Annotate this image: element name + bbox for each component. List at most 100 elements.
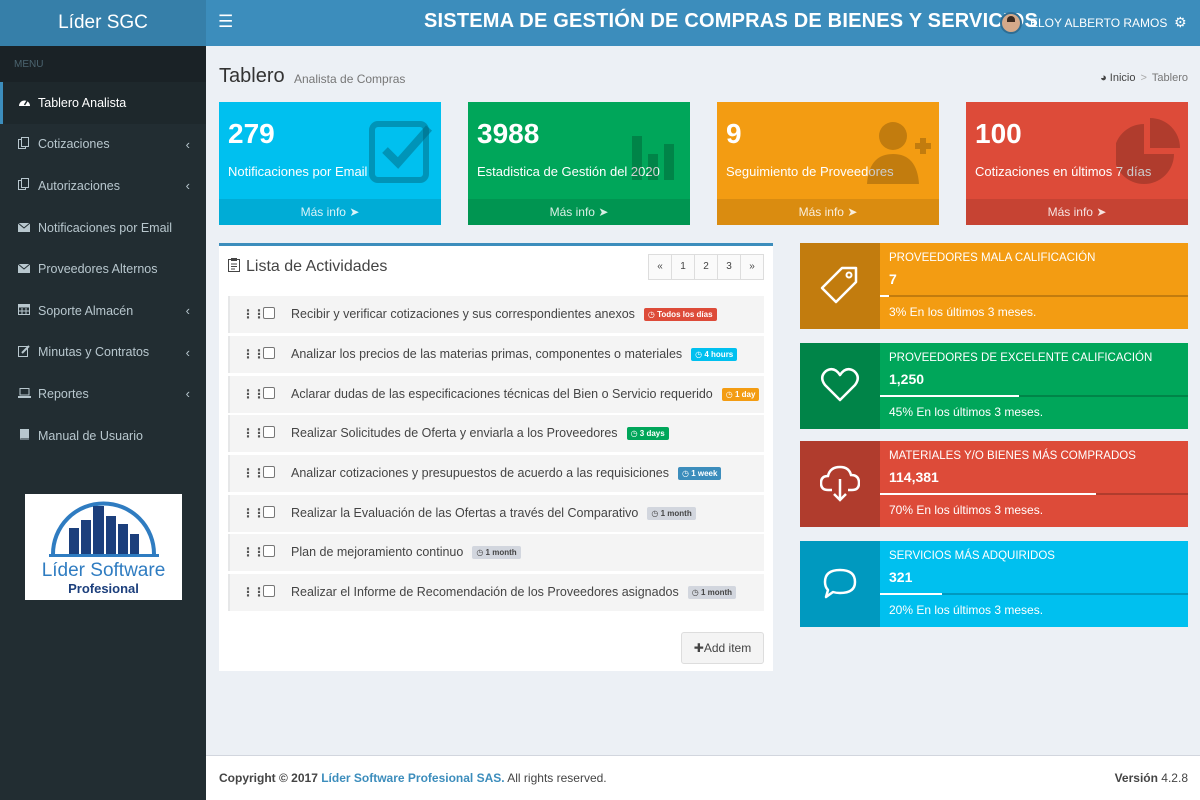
edit-icon [16,345,32,360]
pagination-page-3[interactable]: 3 [717,254,741,280]
todo-text: Analizar los precios de las materias pri… [291,347,683,361]
drag-handle-icon[interactable]: ⋮⋮ [242,466,265,480]
info-box-value: 321 [889,569,913,585]
info-box-title: PROVEEDORES MALA CALIFICACIÓN [889,252,1096,264]
stat-box-cotizaciones: 100 Cotizaciones en últimos 7 días Más i… [966,102,1188,225]
sidebar-item-label: Tablero Analista [38,95,127,110]
envelope-icon [16,262,32,276]
todo-text: Aclarar dudas de las especificaciones té… [291,387,713,401]
stat-label: Notificaciones por Email [228,164,368,179]
todo-checkbox[interactable] [263,426,275,438]
info-box-title: SERVICIOS MÁS ADQUIRIDOS [889,550,1055,562]
todo-text: Realizar la Evaluación de las Ofertas a … [291,506,639,520]
copyright: Copyright © 2017 Líder Software Profesio… [219,771,607,785]
laptop-icon [16,387,32,401]
book-icon [16,428,32,443]
copy-icon [16,178,32,193]
todo-checkbox[interactable] [263,506,275,518]
drag-handle-icon[interactable]: ⋮⋮ [242,426,265,440]
sidebar-item-label: Notificaciones por Email [38,220,173,235]
todo-pagination: « 1 2 3 » [648,254,764,280]
sidebar-item-cotizaciones[interactable]: Cotizaciones ‹ [0,124,206,166]
info-box-description: 3% En los últimos 3 meses. [889,305,1037,319]
company-link[interactable]: Líder Software Profesional SAS. [321,771,505,785]
sidebar-item-proveedores-alternos[interactable]: Proveedores Alternos [0,248,206,290]
drag-handle-icon[interactable]: ⋮⋮ [242,545,265,559]
sidebar-item-autorizaciones[interactable]: Autorizaciones ‹ [0,165,206,207]
time-badge: ◷ 3 days [626,427,669,440]
todo-checkbox[interactable] [263,545,275,557]
cloud-download-icon [820,465,860,502]
brand-logo-line2: Profesional [68,581,139,596]
top-navbar: ☰ SISTEMA DE GESTIÓN DE COMPRAS DE BIENE… [206,0,1200,46]
main-footer: Copyright © 2017 Líder Software Profesio… [206,755,1200,800]
drag-handle-icon[interactable]: ⋮⋮ [242,506,265,520]
stat-more-info-link[interactable]: Más info ➤ [219,199,441,225]
pagination-page-2[interactable]: 2 [694,254,718,280]
chat-bubble-icon [823,568,857,599]
sidebar: MENU Tablero Analista Cotizaciones ‹ Aut… [0,46,206,800]
pagination-prev[interactable]: « [648,254,672,280]
time-badge: ◷ 1 month [647,507,696,520]
todo-list-box: Lista de Actividades « 1 2 3 » ⋮⋮ Recibi… [219,243,773,671]
time-badge: ◷ Todos los días [643,308,717,321]
sidebar-item-minutas-contratos[interactable]: Minutas y Contratos ‹ [0,332,206,374]
todo-checkbox[interactable] [263,347,275,359]
todo-header: Lista de Actividades « 1 2 3 » [219,246,773,286]
info-box-icon-area [800,243,880,329]
stat-more-info-link[interactable]: Más info ➤ [717,199,939,225]
sidebar-item-label: Proveedores Alternos [38,262,158,277]
todo-text: Realizar el Informe de Recomendación de … [291,585,679,599]
info-box-value: 7 [889,271,897,287]
todo-checkbox[interactable] [263,387,275,399]
sidebar-item-label: Manual de Usuario [38,428,143,443]
arrow-circle-right-icon: ➤ [847,205,858,219]
sidebar-toggle-icon[interactable]: ☰ [218,12,234,31]
gears-icon[interactable]: ⚙ [1174,14,1187,30]
stat-more-info-link[interactable]: Más info ➤ [468,199,690,225]
app-title: SISTEMA DE GESTIÓN DE COMPRAS DE BIENES … [424,10,1039,32]
todo-checkbox[interactable] [263,585,275,597]
sidebar-item-tablero-analista[interactable]: Tablero Analista [0,82,206,124]
time-badge: ◷ 4 hours [691,348,738,361]
user-name[interactable]: ELOY ALBERTO RAMOS [1030,16,1168,30]
drag-handle-icon[interactable]: ⋮⋮ [242,387,265,401]
drag-handle-icon[interactable]: ⋮⋮ [242,307,265,321]
sidebar-menu-header: MENU [0,46,206,82]
todo-checkbox[interactable] [263,307,275,319]
drag-handle-icon[interactable]: ⋮⋮ [242,347,265,361]
pagination-page-1[interactable]: 1 [671,254,695,280]
info-box-value: 114,381 [889,469,939,485]
info-box-icon-area [800,541,880,627]
app-logo[interactable]: Líder SGC [0,0,206,46]
stat-label: Cotizaciones en últimos 7 días [975,164,1152,179]
time-badge: ◷ 1 month [472,546,521,559]
todo-item: ⋮⋮ Analizar los precios de las materias … [228,336,764,373]
stat-label: Seguimiento de Proveedores [726,164,894,179]
arrow-circle-right-icon: ➤ [598,205,609,219]
stat-more-info-link[interactable]: Más info ➤ [966,199,1188,225]
stat-value: 279 [228,118,275,149]
sidebar-item-soporte-almacen[interactable]: Soporte Almacén ‹ [0,290,206,332]
sidebar-item-manual-usuario[interactable]: Manual de Usuario [0,415,206,457]
pagination-next[interactable]: » [740,254,764,280]
sidebar-item-reportes[interactable]: Reportes ‹ [0,373,206,415]
info-box-mala-calificacion: PROVEEDORES MALA CALIFICACIÓN 7 3% En lo… [800,243,1188,329]
add-item-button[interactable]: ✚Add item [681,632,764,664]
breadcrumb: ◕ Inicio > Tablero [1100,72,1188,84]
sidebar-item-label: Reportes [38,386,89,401]
info-box-title: MATERIALES Y/O BIENES MÁS COMPRADOS [889,450,1136,462]
todo-item: ⋮⋮ Realizar la Evaluación de las Ofertas… [228,495,764,532]
chevron-left-icon: ‹ [185,344,190,360]
sidebar-item-notificaciones-email[interactable]: Notificaciones por Email [0,207,206,249]
todo-checkbox[interactable] [263,466,275,478]
chevron-left-icon: ‹ [185,136,190,152]
version: Versión 4.2.8 [1114,771,1188,785]
todo-text: Realizar Solicitudes de Oferta y enviarl… [291,426,618,440]
brand-logo-line1: Líder Software [41,560,166,581]
user-avatar[interactable] [1000,12,1022,34]
info-box-icon-area [800,441,880,527]
page-title: Tablero [219,65,285,87]
breadcrumb-home[interactable]: Inicio [1109,72,1136,84]
drag-handle-icon[interactable]: ⋮⋮ [242,585,265,599]
